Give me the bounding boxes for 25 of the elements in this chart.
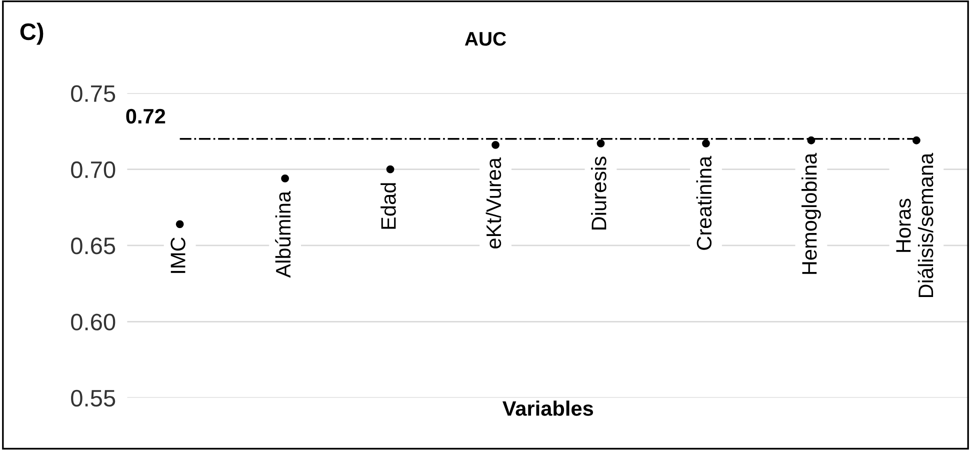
point [492,140,500,149]
point [386,165,394,174]
y-tick-label: 0.70 [71,161,116,178]
x-tick-label: IMC [170,237,186,273]
point [702,139,710,148]
x-tick-label: Albúmina [275,190,291,278]
x-tick-label: eKt/Vurea [486,157,502,248]
x-tick-label: Diuresis [591,156,606,230]
point [281,174,289,182]
point [912,136,920,144]
point [176,220,184,228]
x-tick-label: Hemoglobina [802,152,821,274]
y-tick-label: 0.55 [71,390,116,407]
y-tick-label: 0.60 [71,314,116,330]
x-axis-title: Variables [502,400,594,416]
point [596,139,605,148]
ref-line-label: 0.72 [126,108,166,124]
x-tick-label: Edad [380,183,396,229]
y-tick-label: 0.65 [71,238,116,254]
text: C) [20,22,44,45]
x-tick-label: Creatinina [696,156,712,250]
x-tick-label: Horas Diálisis/semana [896,152,934,298]
point [807,136,816,144]
chart-title: AUC [464,32,506,46]
y-tick-label: 0.75 [71,85,116,102]
